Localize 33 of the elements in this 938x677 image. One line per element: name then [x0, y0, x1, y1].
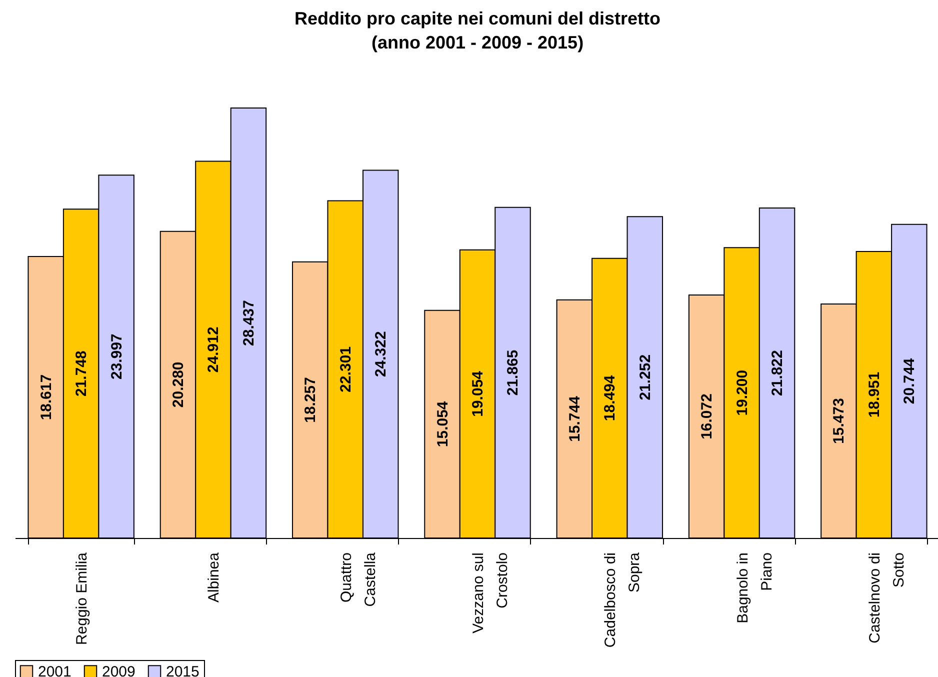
chart-title: Reddito pro capite nei comuni del distretto [294, 8, 661, 28]
data-label: 22.301 [337, 346, 354, 392]
data-label: 23.997 [108, 334, 126, 380]
data-label: 15.473 [830, 398, 848, 444]
x-tick-label: Bagnolo in Piano [734, 552, 776, 624]
x-tick-label: Albinea [206, 552, 223, 603]
data-label: 19.200 [734, 370, 751, 416]
data-label: 21.252 [636, 354, 654, 400]
data-label: 21.865 [504, 350, 522, 396]
data-label: 19.054 [470, 370, 486, 417]
data-label: 24.912 [205, 326, 222, 373]
x-tick-label: Castelnovo di Sotto [866, 552, 908, 644]
data-label: 24.322 [372, 331, 390, 378]
data-label: 21.822 [769, 350, 786, 396]
x-tick-label: Reggio Emilia [74, 552, 91, 646]
x-tick-label: Quattro Castella [338, 552, 379, 607]
data-label: 20.280 [170, 362, 187, 408]
data-label: 21.748 [73, 350, 90, 397]
data-label: 15.744 [566, 395, 584, 442]
x-tick-label: Cadelbosco di Sopra [602, 552, 644, 648]
data-label: 16.072 [698, 394, 716, 440]
legend-label: 2015 [166, 664, 200, 677]
x-tick-label: Vezzano sul Crostolo [470, 552, 511, 634]
data-label: 18.494 [602, 374, 619, 422]
legend-label: 2001 [38, 664, 72, 677]
data-label: 20.744 [901, 358, 918, 404]
data-label: 18.951 [866, 372, 883, 418]
data-label: 18.257 [302, 377, 320, 423]
legend-label: 2009 [102, 664, 136, 677]
data-label: 18.617 [38, 374, 55, 420]
data-label: 15.054 [434, 400, 452, 448]
data-label: 28.437 [240, 300, 258, 346]
chart-subtitle: (anno 2001 - 2009 - 2015) [371, 32, 584, 52]
